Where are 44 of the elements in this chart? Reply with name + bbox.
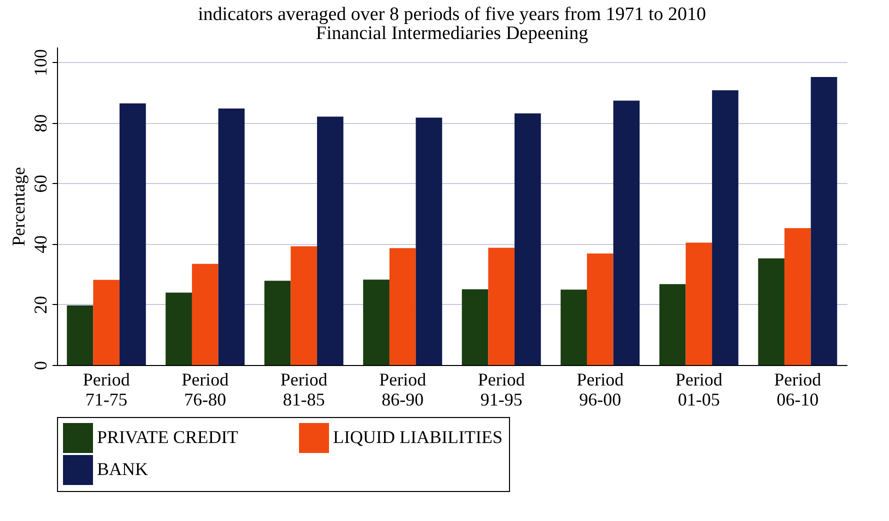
bar <box>218 108 245 365</box>
x-tick-label: Period 76-80 <box>182 370 229 410</box>
bar <box>560 290 587 365</box>
legend-label: LIQUID LIABILITIES <box>333 427 502 447</box>
bar <box>784 228 811 365</box>
bar <box>758 258 784 365</box>
bar <box>488 248 515 365</box>
bar <box>166 292 192 365</box>
bar <box>66 305 94 365</box>
x-tick-label: Period 06-10 <box>774 370 822 410</box>
y-tick-label: 20 <box>30 296 50 314</box>
bar <box>416 118 442 365</box>
y-tick-label: 40 <box>30 235 50 254</box>
y-tick-label: 100 <box>30 49 50 76</box>
bar <box>462 289 488 365</box>
bar <box>120 103 146 365</box>
x-tick-label: Period 96-00 <box>576 370 624 410</box>
x-tick-label: Period 91-95 <box>478 370 525 410</box>
bar <box>317 116 344 365</box>
y-axis-title: Percentage <box>8 167 28 246</box>
chart-subtitle: Financial Intermediaries Depeening <box>316 23 589 44</box>
bar <box>264 280 291 365</box>
y-tick-label: 80 <box>30 114 50 132</box>
bar <box>613 100 640 365</box>
legend-label: PRIVATE CREDIT <box>97 427 238 447</box>
bar <box>93 280 120 365</box>
x-tick-label: Period 81-85 <box>280 370 328 410</box>
y-tick-label: 60 <box>30 174 50 193</box>
y-tick-label: 0 <box>30 361 50 370</box>
bar <box>363 280 390 365</box>
bar <box>686 242 712 365</box>
bar <box>659 284 686 365</box>
bar <box>192 264 218 365</box>
x-tick-label: Period 86-90 <box>379 370 426 410</box>
x-tick-label: Period 71-75 <box>82 370 130 410</box>
bar <box>810 76 838 365</box>
bar <box>586 254 614 365</box>
bar <box>712 90 738 365</box>
bar <box>290 246 318 365</box>
bar <box>389 248 416 365</box>
legend-label: BANK <box>97 459 148 479</box>
chart-title: indicators averaged over 8 periods of five years from 1971 to 2010 <box>198 4 706 25</box>
x-tick-label: Period 01-05 <box>675 370 722 410</box>
bar <box>514 113 541 365</box>
